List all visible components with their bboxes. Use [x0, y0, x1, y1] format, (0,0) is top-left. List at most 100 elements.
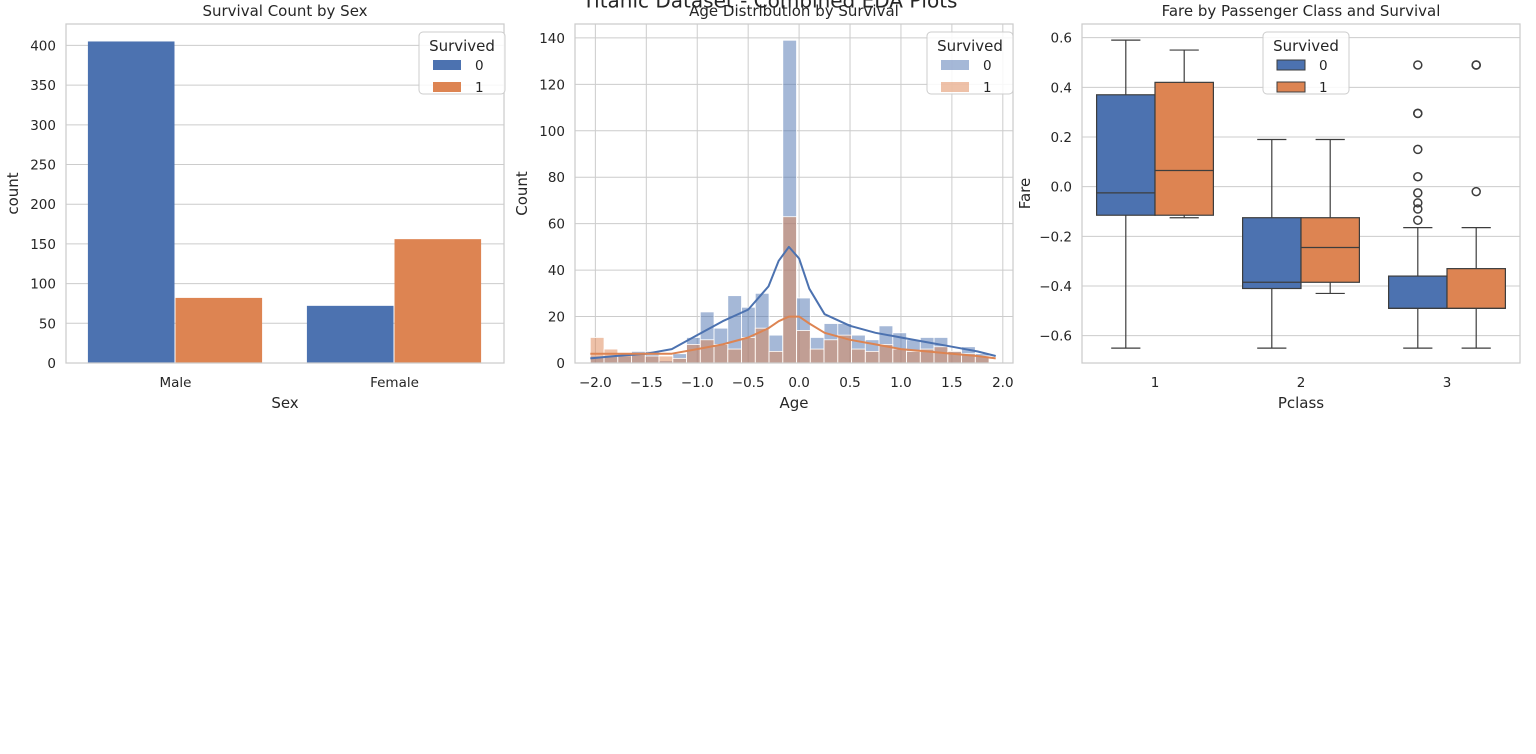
- y-axis-label: count: [4, 172, 22, 214]
- histogram-age-by-survival: Age Distribution by Survival Age Count −2.0…: [513, 2, 1014, 412]
- hist-bar-survived-1: [741, 337, 756, 364]
- x-tick-label: 2.0: [992, 375, 1013, 391]
- x-tick-label: 2: [1297, 375, 1306, 391]
- box-iqr: [1095, 94, 1156, 216]
- figure-suptitle: Titanic Dataset - Combined EDA Plots: [582, 0, 958, 13]
- outlier-point: [1413, 198, 1423, 208]
- chart-title: Survival Count by Sex: [202, 2, 367, 20]
- y-tick-label: 20: [548, 310, 565, 326]
- x-tick-label: 0.0: [788, 375, 809, 391]
- chart-title: Fare by Passenger Class and Survival: [1162, 2, 1441, 20]
- y-tick-label: 40: [548, 263, 565, 279]
- plot-border: [574, 23, 1014, 364]
- outlier-point: [1471, 60, 1481, 70]
- hist-bar-survived-1: [644, 355, 660, 364]
- y-tick-label: 0.6: [1051, 31, 1072, 47]
- legend-title: Survived: [429, 37, 495, 55]
- x-tick-label: −0.5: [732, 375, 765, 391]
- x-tick-label: Female: [370, 375, 419, 391]
- y-tick-label: 50: [39, 316, 56, 332]
- y-tick-label: −0.2: [1039, 229, 1072, 245]
- hist-bar-survived-1: [823, 339, 839, 364]
- y-tick-label: 120: [539, 77, 565, 93]
- y-axis-label: Fare: [1016, 178, 1034, 210]
- y-tick-label: 140: [539, 31, 565, 47]
- box-iqr: [1241, 217, 1302, 290]
- y-tick-label: 150: [30, 237, 56, 253]
- legend-label-0: 0: [475, 58, 484, 74]
- legend-swatch-1: [941, 82, 969, 92]
- hist-bar-survived-1: [768, 350, 784, 364]
- legend-frame: [418, 31, 506, 95]
- legend: Survived 0 1: [1262, 31, 1350, 96]
- hist-bar-survived-1: [699, 339, 715, 364]
- y-tick-label: 400: [30, 38, 56, 54]
- box-class-3-survived-1: [1446, 60, 1507, 349]
- hist-bar-survived-1: [658, 355, 674, 364]
- x-axis-label: Sex: [271, 394, 298, 412]
- x-tick-label: Male: [160, 375, 192, 391]
- x-axis-label: Pclass: [1278, 394, 1324, 412]
- legend-title: Survived: [937, 37, 1003, 55]
- legend-label-1: 1: [475, 80, 484, 96]
- y-tick-label: 80: [548, 170, 565, 186]
- plot-border: [65, 23, 505, 364]
- boxplot-fare-by-class: Fare by Passenger Class and Survival Pcla…: [1016, 2, 1521, 412]
- y-tick-label: 250: [30, 158, 56, 174]
- legend-swatch-1: [433, 82, 461, 92]
- bar-female-survived-0: [306, 305, 394, 363]
- y-tick-label: 0.2: [1051, 130, 1072, 146]
- hist-bar-survived-1: [672, 357, 687, 364]
- x-tick-label: −2.0: [579, 375, 612, 391]
- plot-border: [1081, 23, 1521, 364]
- box-class-3-survived-0: [1387, 60, 1448, 349]
- legend-swatch-0: [433, 60, 461, 70]
- legend-swatch-0: [941, 60, 969, 70]
- y-axis-label: Count: [513, 171, 531, 216]
- box-class-2-survived-0: [1241, 138, 1302, 349]
- hist-bar-survived-1: [686, 344, 701, 364]
- kde-line-survived-1: [590, 315, 996, 360]
- x-axis-label: Age: [779, 394, 808, 412]
- y-tick-label: −0.6: [1039, 329, 1072, 345]
- bar-female-survived-1: [394, 239, 482, 363]
- outlier-point: [1413, 215, 1423, 225]
- y-tick-label: 200: [30, 197, 56, 213]
- y-tick-label: 0: [47, 356, 56, 372]
- box-iqr: [1387, 275, 1448, 309]
- x-tick-label: −1.5: [630, 375, 663, 391]
- legend-frame: [926, 31, 1014, 95]
- hist-bar-survived-1: [782, 216, 797, 364]
- legend-label-1: 1: [1319, 80, 1328, 96]
- legend-swatch-1: [1276, 81, 1306, 93]
- bar-chart-survival-by-sex: Survival Count by Sex Sex count 0 50 100 150 20…: [4, 2, 506, 412]
- hist-bar-survived-1: [933, 346, 949, 364]
- y-tick-label: 0.4: [1051, 80, 1072, 96]
- box-iqr: [1446, 268, 1507, 309]
- box-iqr: [1300, 217, 1361, 283]
- x-tick-label: 1.0: [890, 375, 911, 391]
- outlier-point: [1413, 108, 1423, 119]
- y-tick-label: 350: [30, 78, 56, 94]
- y-tick-label: 0.0: [1051, 180, 1072, 196]
- y-tick-label: 0: [556, 356, 565, 372]
- bar-male-survived-0: [87, 41, 175, 364]
- legend-title: Survived: [1273, 37, 1339, 55]
- kde-line-survived-0: [590, 245, 996, 360]
- x-tick-label: 0.5: [839, 375, 860, 391]
- y-tick-label: 100: [539, 124, 565, 140]
- outlier-point: [1471, 186, 1481, 197]
- outlier-point: [1413, 171, 1423, 182]
- hist-bar-survived-1: [892, 348, 907, 364]
- hist-bar-survived-1: [864, 350, 880, 364]
- legend-frame: [1262, 31, 1350, 95]
- legend: Survived 0 1: [418, 31, 506, 96]
- outlier-point: [1413, 204, 1423, 214]
- hist-bar-survived-1: [906, 350, 921, 364]
- y-tick-label: −0.4: [1039, 279, 1072, 295]
- box-class-2-survived-1: [1300, 138, 1361, 295]
- outlier-point: [1413, 60, 1423, 70]
- y-tick-label: 100: [30, 277, 56, 293]
- y-tick-label: 60: [548, 217, 565, 233]
- x-tick-label: 1: [1151, 375, 1160, 391]
